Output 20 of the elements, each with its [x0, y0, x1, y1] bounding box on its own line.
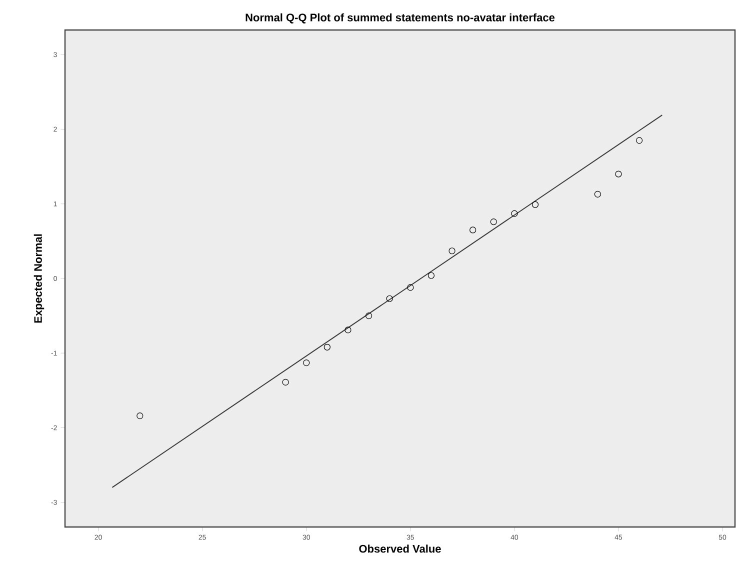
- point: [470, 226, 476, 234]
- point: [448, 248, 456, 254]
- point: [428, 272, 435, 279]
- point: [636, 137, 643, 144]
- point: [365, 312, 372, 320]
- point: [594, 190, 601, 198]
- y-axis-title: Expected Normal: [34, 234, 44, 323]
- point: [532, 201, 539, 208]
- point: [282, 378, 289, 386]
- point: [386, 295, 393, 302]
- point: [407, 284, 414, 291]
- point: [324, 344, 330, 350]
- point: [303, 360, 310, 366]
- point: [511, 210, 518, 217]
- point: [615, 170, 622, 178]
- point: [490, 218, 497, 226]
- x-axis-title: Observed Value: [359, 544, 441, 553]
- point: [344, 326, 352, 334]
- chart-title: Normal Q-Q Plot of summed statements no-avatar interface: [246, 13, 555, 24]
- point: [136, 412, 144, 420]
